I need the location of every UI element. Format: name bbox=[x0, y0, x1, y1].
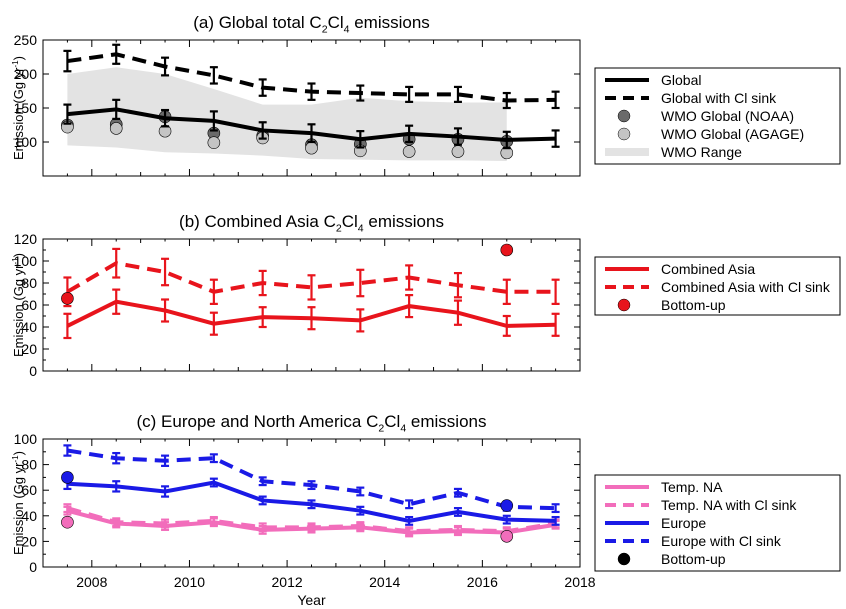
chart-panel-c: (c) Europe and North America C2Cl4 emiss… bbox=[11, 412, 841, 608]
panel-title-part: Cl bbox=[342, 212, 358, 231]
y-axis-label-part: Emission (Gg yr bbox=[11, 67, 26, 160]
y-tick-label: 20 bbox=[21, 341, 37, 357]
legend-label: Global with Cl sink bbox=[661, 90, 777, 106]
y-tick-label: 120 bbox=[14, 231, 38, 247]
panel-title-part: 2 bbox=[378, 422, 384, 434]
y-axis-label-part: -1 bbox=[11, 60, 20, 68]
legend-swatch-dot bbox=[617, 127, 631, 141]
x-tick-label: 2018 bbox=[564, 574, 595, 590]
panel-title: (b) Combined Asia C2Cl4 emissions bbox=[179, 212, 444, 234]
data-point-marker bbox=[207, 136, 221, 149]
panel-title-part: 4 bbox=[344, 23, 350, 35]
y-tick-label: 0 bbox=[29, 363, 37, 379]
y-tick-label: 40 bbox=[21, 319, 37, 335]
data-point-marker bbox=[500, 499, 514, 512]
panel-title-part: Cl bbox=[384, 412, 400, 431]
y-tick-label: 60 bbox=[21, 482, 37, 498]
panel-title: (c) Europe and North America C2Cl4 emiss… bbox=[137, 412, 487, 434]
legend-label: WMO Global (NOAA) bbox=[661, 108, 794, 124]
y-tick-label: 40 bbox=[21, 508, 37, 524]
y-tick-label: 150 bbox=[14, 100, 38, 116]
panel-title-part: emissions bbox=[406, 412, 486, 431]
legend: Global Global with Cl sink WMO Global (NOA… bbox=[594, 67, 841, 165]
chart-panel-a: (a) Global total C2Cl4 emissions Emission… bbox=[11, 13, 841, 177]
legend-swatch-dot bbox=[617, 552, 631, 566]
legend-label: WMO Range bbox=[661, 144, 742, 160]
x-tick-label: 2008 bbox=[76, 574, 107, 590]
panel-title-part: 2 bbox=[322, 23, 328, 35]
y-tick-label: 80 bbox=[21, 275, 37, 291]
y-tick-label: 60 bbox=[21, 297, 37, 313]
y-tick-label: 200 bbox=[14, 66, 38, 82]
x-tick-label: 2012 bbox=[272, 574, 303, 590]
y-axis-label-part: -1 bbox=[11, 455, 20, 463]
data-point-marker bbox=[61, 471, 74, 484]
wmo-range-band bbox=[67, 67, 507, 162]
panel-title: (a) Global total C2Cl4 emissions bbox=[193, 13, 430, 35]
panel-title-part: 2 bbox=[336, 222, 342, 234]
x-axis-label: Year bbox=[297, 592, 326, 608]
legend-swatch-dot bbox=[617, 109, 631, 123]
data-point-marker bbox=[451, 145, 465, 158]
y-axis-label: Emission (Gg yr-1) bbox=[11, 253, 26, 357]
legend: Combined Asia Combined Asia with Cl sink B… bbox=[594, 256, 841, 316]
legend-label: Temp. NA with Cl sink bbox=[661, 497, 797, 513]
panel-title-part: 4 bbox=[358, 222, 364, 234]
legend-label: Europe bbox=[661, 515, 706, 531]
data-point-marker bbox=[61, 515, 74, 529]
legend: Temp. NA Temp. NA with Cl sink Europe Europ… bbox=[594, 474, 841, 572]
legend-label: WMO Global (AGAGE) bbox=[661, 126, 804, 142]
x-tick-label: 2010 bbox=[174, 574, 205, 590]
y-tick-label: 250 bbox=[14, 32, 38, 48]
legend-swatch-band bbox=[605, 148, 649, 156]
y-tick-label: 100 bbox=[14, 431, 38, 447]
y-tick-label: 0 bbox=[29, 559, 37, 575]
data-point-marker bbox=[109, 122, 123, 135]
y-tick-label: 100 bbox=[14, 134, 38, 150]
panel-title-part: emissions bbox=[364, 212, 444, 231]
y-axis-label-part: Emission (Gg yr bbox=[11, 462, 26, 555]
data-point-marker bbox=[500, 529, 514, 543]
legend-label: Bottom-up bbox=[661, 551, 726, 567]
x-tick-label: 2016 bbox=[467, 574, 498, 590]
legend-label: Combined Asia bbox=[661, 261, 755, 277]
legend-label: Europe with Cl sink bbox=[661, 533, 782, 549]
panel-title-part: (c) Europe and North America C bbox=[137, 412, 379, 431]
legend-label: Combined Asia with Cl sink bbox=[661, 279, 831, 295]
legend-label: Bottom-up bbox=[661, 297, 726, 313]
panel-title-part: 4 bbox=[400, 422, 406, 434]
data-point-marker bbox=[61, 292, 74, 305]
chart-panel-b: (b) Combined Asia C2Cl4 emissions Emissio… bbox=[11, 212, 841, 379]
y-axis-label-part: ) bbox=[11, 451, 26, 455]
legend-box bbox=[594, 256, 841, 316]
panel-title-part: Cl bbox=[328, 13, 344, 32]
y-axis-label: Emission (Gg yr-1) bbox=[11, 56, 26, 160]
panel-title-part: (a) Global total C bbox=[193, 13, 322, 32]
series-line bbox=[66, 261, 556, 294]
y-axis-label: Emission (Gg yr-1) bbox=[11, 451, 26, 555]
data-point-marker bbox=[402, 145, 416, 158]
y-axis-label-part: ) bbox=[11, 253, 26, 257]
y-axis-label-part: ) bbox=[11, 56, 26, 60]
legend-swatch-dot bbox=[617, 298, 631, 312]
x-tick-label: 2014 bbox=[369, 574, 400, 590]
panel-title-part: (b) Combined Asia C bbox=[179, 212, 336, 231]
legend-label: Global bbox=[661, 72, 701, 88]
y-axis-label-part: -1 bbox=[11, 257, 20, 265]
y-tick-label: 100 bbox=[14, 253, 38, 269]
legend-label: Temp. NA bbox=[661, 479, 723, 495]
data-point-marker bbox=[500, 243, 514, 257]
panel-title-part: emissions bbox=[349, 13, 429, 32]
data-point-marker bbox=[305, 141, 318, 155]
y-tick-label: 20 bbox=[21, 533, 37, 549]
y-axis-label-part: Emission (Gg yr bbox=[11, 264, 26, 357]
y-tick-label: 80 bbox=[21, 457, 37, 473]
